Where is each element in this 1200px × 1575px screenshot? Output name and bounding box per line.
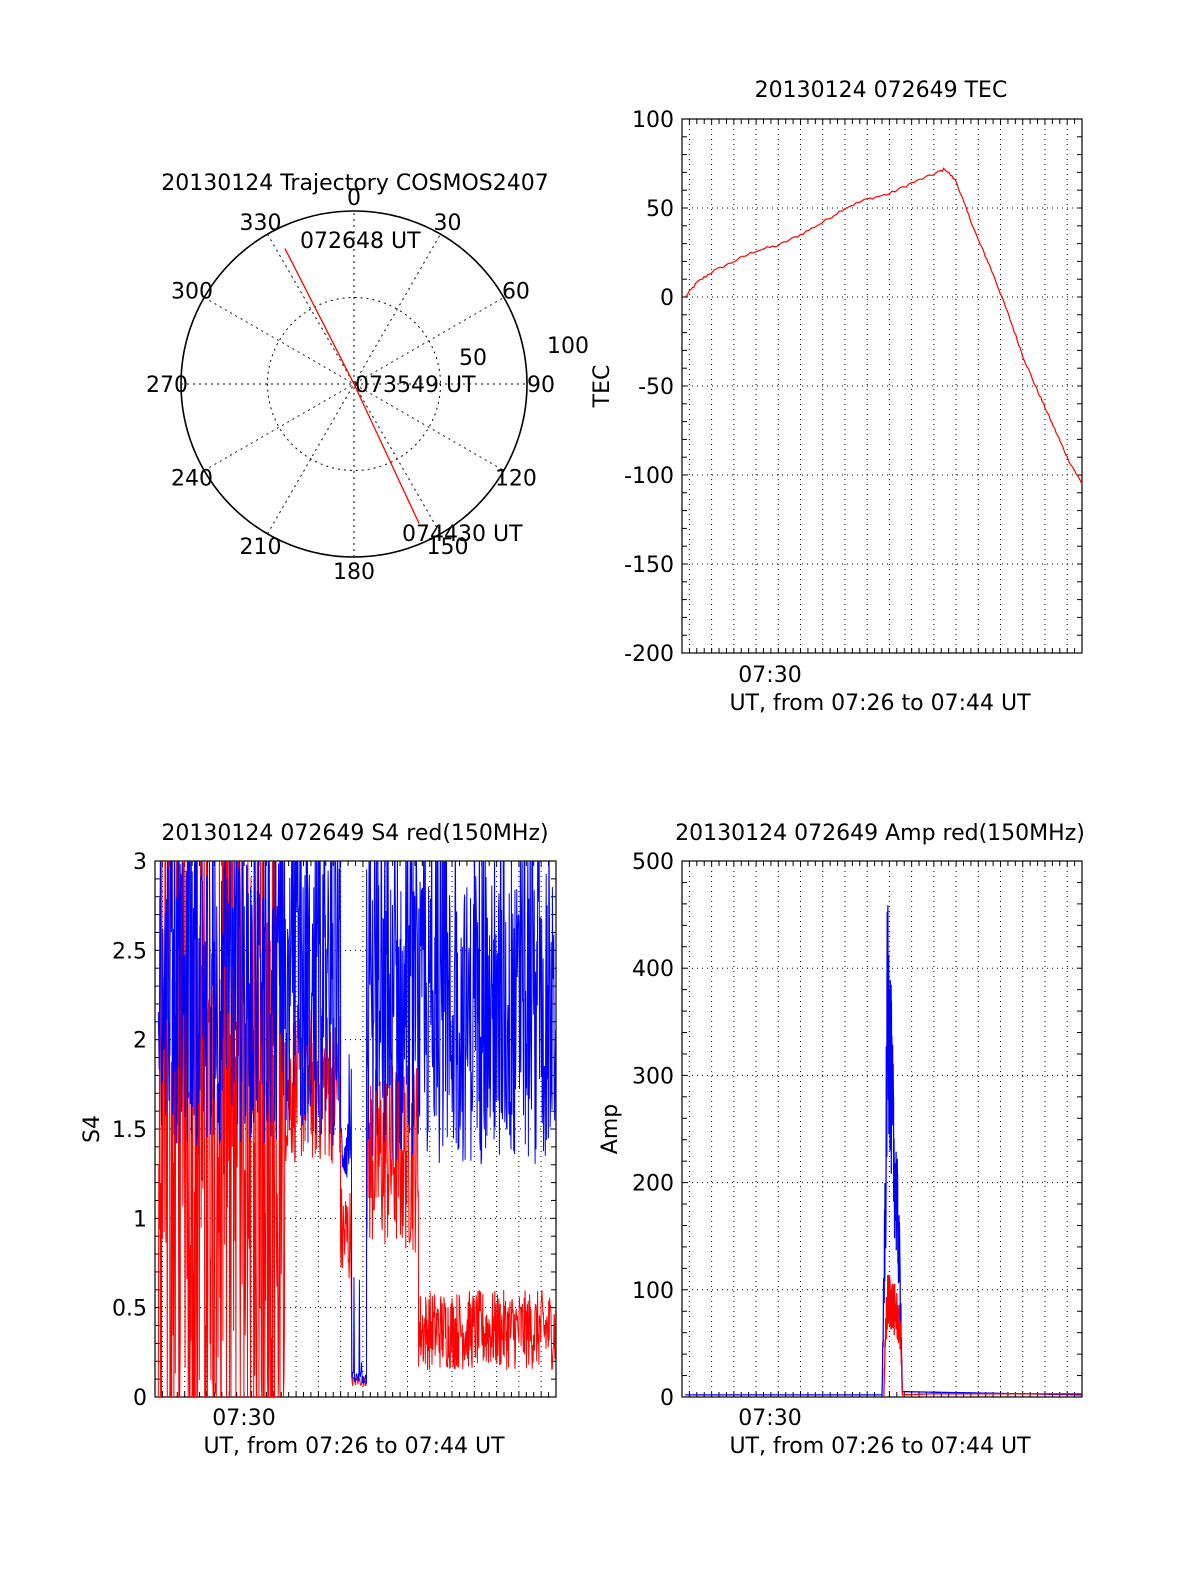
azimuth-label-30: 30 <box>434 211 462 236</box>
amp-ytick-label: 300 <box>632 1064 674 1089</box>
radial-label-100: 100 <box>547 334 589 359</box>
s4-ytick-label: 0 <box>133 1386 147 1411</box>
azimuth-label-150: 150 <box>427 535 469 560</box>
tec-frame <box>681 118 1083 654</box>
s4-series-red <box>157 861 556 1397</box>
tec-ylabel: TEC <box>590 365 615 409</box>
s4-ytick-label: 3 <box>133 850 147 875</box>
polar-labels: 0 30 60 90 120 150 180 210 240 270 300 330 50 100 <box>146 186 589 585</box>
s4-ytick-label: 2 <box>133 1029 147 1054</box>
azimuth-label-240: 240 <box>171 467 213 492</box>
azimuth-label-210: 210 <box>240 535 282 560</box>
amp-ytick-label: 0 <box>660 1386 674 1411</box>
s4-panel: 20130124 072649 S4 red(150MHz) 07:30 UT,… <box>80 821 557 1459</box>
azimuth-label-300: 300 <box>171 280 213 305</box>
trajectory-track <box>284 248 420 524</box>
azimuth-label-330: 330 <box>240 211 282 236</box>
amp-ytick-label: 100 <box>632 1279 674 1304</box>
amp-ytick-label: 200 <box>632 1172 674 1197</box>
tec-ytick-label: 50 <box>646 197 674 222</box>
amp-frame <box>681 860 1083 1398</box>
s4-ylabel: S4 <box>80 1115 105 1143</box>
polar-grid <box>180 210 528 558</box>
tec-ytick-label: 0 <box>660 286 674 311</box>
amp-ytick-label: 400 <box>632 957 674 982</box>
track-mid-label: 073549 UT <box>355 373 476 398</box>
tec-ytick-label: -200 <box>624 642 674 667</box>
s4-ytick-label: 1.5 <box>112 1118 147 1143</box>
radial-label-50: 50 <box>459 346 487 371</box>
s4-xlabel: UT, from 07:26 to 07:44 UT <box>203 1434 505 1459</box>
amp-ytick-label: 500 <box>632 850 674 875</box>
tec-xlabel: UT, from 07:26 to 07:44 UT <box>729 691 1031 716</box>
track-end-label: 074430 UT <box>402 522 523 547</box>
polar-spoke <box>203 297 505 471</box>
amp-panel: 20130124 072649 Amp red(150MHz) 07:30 UT… <box>598 821 1085 1459</box>
s4-ytick-label: 0.5 <box>112 1297 147 1322</box>
amp-xlabel: UT, from 07:26 to 07:44 UT <box>729 1434 1031 1459</box>
amp-title: 20130124 072649 Amp red(150MHz) <box>675 821 1085 846</box>
s4-series-blue <box>157 861 556 1384</box>
amp-series-blue <box>685 905 1083 1396</box>
tec-title: 20130124 072649 TEC <box>755 78 1008 103</box>
tec-ytick-label: -50 <box>638 375 674 400</box>
tec-ytick-label: -150 <box>624 553 674 578</box>
s4-title: 20130124 072649 S4 red(150MHz) <box>161 821 548 846</box>
tec-x-tick-label: 07:30 <box>738 663 801 688</box>
trajectory-title: 20130124 Trajectory COSMOS2407 <box>161 171 548 196</box>
track-start-label: 072648 UT <box>300 229 421 254</box>
azimuth-label-180: 180 <box>333 560 375 585</box>
amp-ylabel: Amp <box>598 1104 623 1154</box>
amp-x-tick-label: 07:30 <box>738 1406 801 1431</box>
tec-panel: 20130124 072649 TEC 07:30 UT, from 07:26… <box>590 78 1083 716</box>
azimuth-label-120: 120 <box>495 467 537 492</box>
s4-ytick-label: 1 <box>133 1207 147 1232</box>
azimuth-label-90: 90 <box>527 373 555 398</box>
s4-ytick-label: 2.5 <box>112 939 147 964</box>
azimuth-label-270: 270 <box>146 373 188 398</box>
trajectory-panel: 20130124 Trajectory COSMOS2407 0 30 60 90 12… <box>146 171 589 585</box>
s4-x-tick-label: 07:30 <box>212 1406 275 1431</box>
tec-ytick-label: -100 <box>624 464 674 489</box>
polar-spoke <box>267 233 441 535</box>
amp-series-red <box>883 1274 1082 1398</box>
tec-ytick-label: 100 <box>632 108 674 133</box>
tec-series-line <box>685 167 1083 485</box>
polar-spoke <box>267 233 441 535</box>
polar-spoke <box>203 297 505 471</box>
azimuth-label-60: 60 <box>502 280 530 305</box>
azimuth-label-0: 0 <box>347 186 361 211</box>
s4-frame <box>154 860 557 1398</box>
